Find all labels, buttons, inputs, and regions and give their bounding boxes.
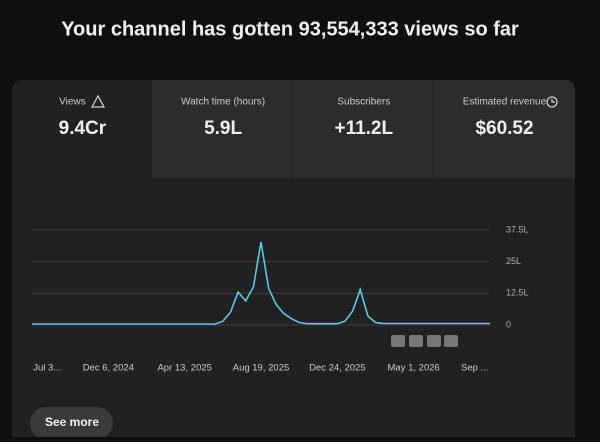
x-tick-label: Sep ...	[461, 363, 488, 374]
tab-bg	[293, 80, 433, 178]
tab-label: Subscribers	[337, 97, 390, 108]
tab-bg	[152, 80, 292, 178]
tab-bg	[434, 80, 575, 178]
x-tick-label: May 1, 2026	[388, 363, 440, 374]
tab-value: 5.9L	[204, 118, 242, 139]
annotation-icons	[391, 335, 458, 347]
tab-label: Estimated revenue	[463, 97, 547, 108]
tab-label: Views	[59, 97, 86, 108]
tab-label: Watch time (hours)	[181, 97, 265, 108]
x-tick-label: Dec 6, 2024	[83, 363, 134, 374]
tab-value: $60.52	[475, 118, 533, 139]
warning-icon	[90, 94, 106, 108]
y-tick-label: 12.5L	[506, 288, 529, 298]
see-more-button[interactable]	[30, 407, 113, 439]
button-label[interactable]: See more	[45, 415, 99, 429]
x-tick-label: Jul 3...	[33, 363, 61, 374]
x-tick-label: Dec 24, 2025	[309, 363, 366, 374]
y-tick-label: 0	[506, 319, 511, 329]
x-tick-label: Apr 13, 2025	[157, 363, 211, 374]
line	[32, 241, 490, 325]
clock-hand	[551, 99, 555, 103]
title: Your channel has gotten 93,554,333 views…	[61, 18, 519, 40]
tab-value: +11.2L	[334, 118, 393, 139]
tabs[interactable]: Views 9.4Cr Watch time (hours) 5.9L Subscrib…	[59, 97, 547, 139]
clock-icon	[546, 96, 558, 108]
tab-value: 9.4Cr	[59, 118, 107, 139]
y-tick-label: 37.5L	[506, 224, 529, 234]
x-tick-label: Aug 19, 2025	[233, 363, 290, 374]
y-tick-label: 25L	[506, 256, 521, 266]
chart: 0 12.5L 25L 37.5L Jul 3... Dec 6, 2024 Apr 13,…	[32, 224, 529, 374]
